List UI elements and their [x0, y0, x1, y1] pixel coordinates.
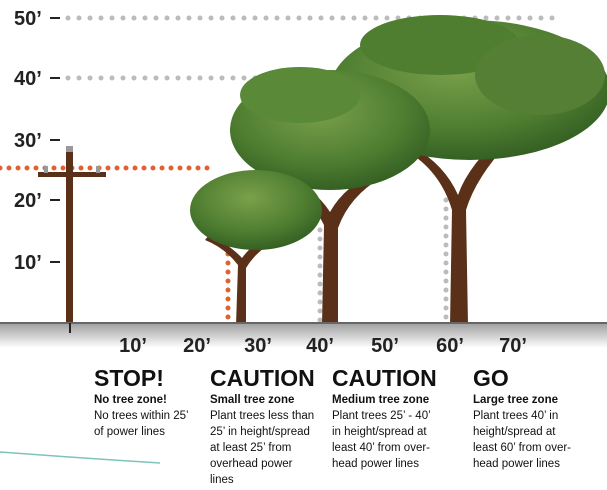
x-label: 70’ — [499, 335, 527, 357]
zone-text: head power lines — [473, 458, 560, 470]
zone-text: lines — [210, 474, 234, 486]
zone-subheading: Large tree zone — [473, 394, 558, 406]
decoration — [0, 452, 160, 463]
x-label: 10’ — [119, 335, 147, 357]
y-label: 40’ — [14, 68, 42, 90]
zone-text: at least 25’ from — [210, 442, 291, 454]
y-label: 50’ — [14, 8, 42, 30]
zone-text: height/spread at — [473, 426, 556, 438]
zone-text: overhead power — [210, 458, 293, 470]
zone-heading: CAUTION — [332, 365, 437, 391]
zone-heading: STOP! — [94, 365, 164, 391]
zone-heading: GO — [473, 365, 509, 391]
zone-text: in height/spread at — [332, 426, 427, 438]
y-label: 30’ — [14, 130, 42, 152]
zone-text: least 40’ from over- — [332, 442, 430, 454]
zone-subheading: Small tree zone — [210, 394, 294, 406]
y-ticks — [50, 18, 60, 262]
zone-subheading: Medium tree zone — [332, 394, 429, 406]
zone-heading: CAUTION — [210, 365, 315, 391]
infographic: 50’ 40’ 30’ 20’ 10’ 10’ 20’ 30’ 40’ 50’ … — [0, 0, 607, 490]
y-label: 20’ — [14, 190, 42, 212]
zone-text: 25’ in height/spread — [210, 426, 310, 438]
zone-text: Plant trees 40’ in — [473, 410, 558, 422]
zones: STOP! No tree zone! No trees within 25’ of … — [94, 365, 571, 486]
zone-text: least 60’ from over- — [473, 442, 571, 454]
small-tree — [190, 170, 322, 325]
utility-pole — [38, 146, 106, 325]
zone-text: No trees within 25’ — [94, 410, 189, 422]
x-label: 40’ — [306, 335, 334, 357]
y-label: 10’ — [14, 252, 42, 274]
x-label: 30’ — [244, 335, 272, 357]
zone-subheading: No tree zone! — [94, 394, 167, 406]
zone-text: Plant trees 25’ - 40’ — [332, 410, 431, 422]
zone-text: of power lines — [94, 426, 165, 438]
x-label: 60’ — [436, 335, 464, 357]
zone-text: Plant trees less than — [210, 410, 314, 422]
x-label: 50’ — [371, 335, 399, 357]
zone-text: head power lines — [332, 458, 419, 470]
x-label: 20’ — [183, 335, 211, 357]
